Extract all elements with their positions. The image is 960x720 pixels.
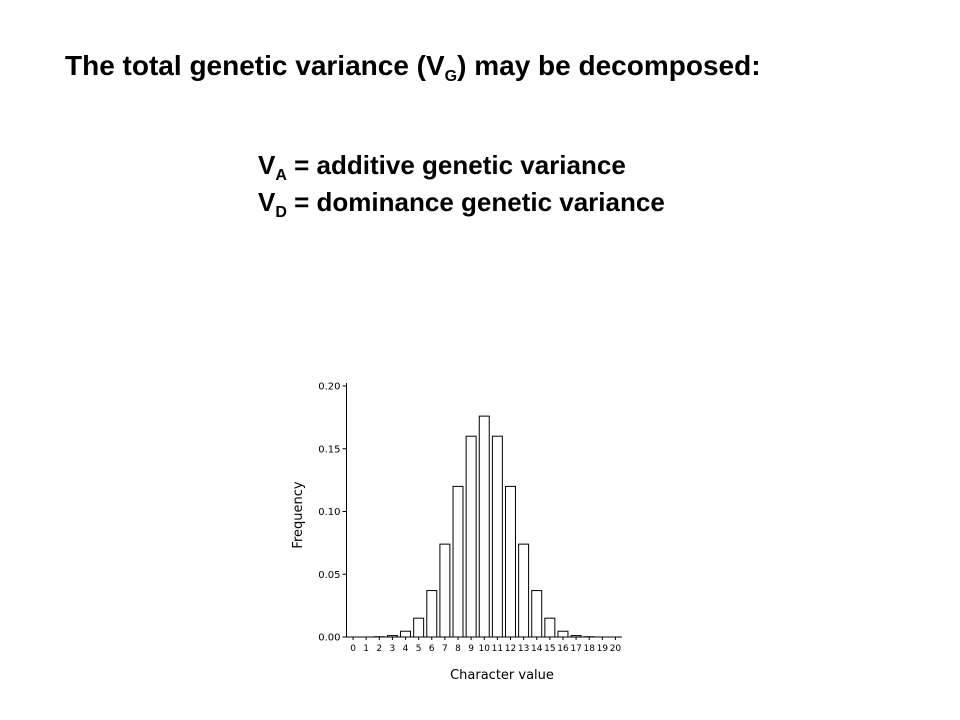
x-tick-label: 11 [492,644,503,654]
bar [491,435,503,638]
bar [426,590,438,638]
bar [570,635,582,638]
x-tick-label: 2 [376,644,382,654]
bar [544,617,556,638]
x-tick-label: 8 [455,644,461,654]
bar [439,543,451,638]
bar [465,435,477,638]
bullet: VD = dominance genetic variance [258,187,665,222]
y-axis-label: Frequency [291,481,306,548]
slide-title: The total genetic variance (VG) may be d… [65,48,765,95]
bar [478,415,490,638]
bullet-text: = additive genetic variance [286,150,626,180]
bullet: VA = additive genetic variance [258,150,626,185]
x-tick-label: 13 [518,644,529,654]
bar [386,635,398,638]
title-text: ) may be decomposed: [457,50,761,81]
x-tick-label: 14 [531,644,543,654]
x-tick-label: 18 [583,644,595,654]
bar [505,485,516,638]
bar [557,630,569,638]
x-tick-label: 6 [429,644,435,654]
x-tick-label: 9 [468,644,474,654]
y-tick-label: 0.20 [318,382,340,393]
y-tick-label: 0.00 [318,633,340,644]
bullet-text: V [258,187,276,217]
bullet-subscript: D [275,204,287,221]
bullet-text: V [258,150,276,180]
bar [531,590,543,638]
x-tick-label: 20 [610,644,622,654]
x-tick-label: 5 [416,644,422,654]
x-tick-label: 7 [442,644,448,654]
x-tick-label: 15 [544,644,555,654]
x-tick-label: 3 [390,644,396,654]
x-tick-label: 17 [570,644,581,654]
title-subscript: G [444,68,458,85]
x-tick-label: 4 [403,644,409,654]
x-axis-label: Character value [450,668,554,683]
bar [413,617,425,638]
y-tick-label: 0.05 [318,570,340,581]
x-tick-label: 0 [350,644,356,654]
bar [400,630,412,638]
x-tick-label: 12 [505,644,516,654]
bullet-text: = dominance genetic variance [286,187,665,217]
x-tick-label: 16 [557,644,569,654]
x-tick-label: 19 [597,644,609,654]
bar [518,543,530,638]
bullet-subscript: A [275,167,287,184]
bar [452,485,464,638]
x-tick-label: 1 [363,644,369,654]
y-tick-label: 0.15 [318,444,340,455]
title-text: The total genetic variance (V [65,50,445,81]
x-tick-label: 10 [479,644,491,654]
y-tick-label: 0.10 [318,507,340,518]
